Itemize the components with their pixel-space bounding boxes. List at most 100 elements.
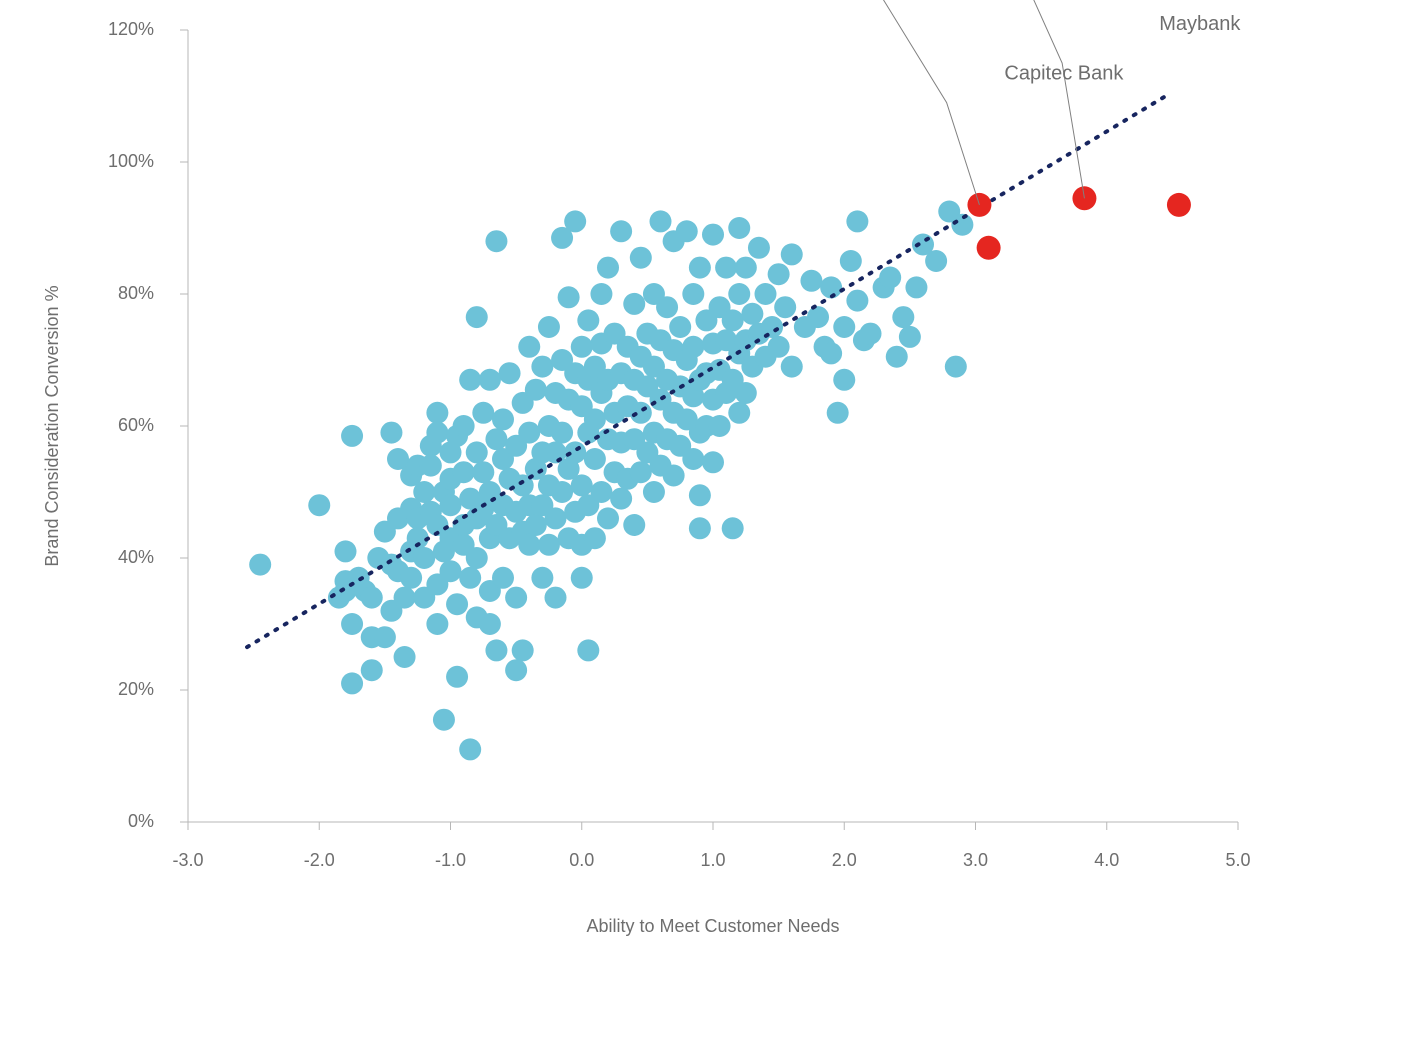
- data-point: [781, 356, 803, 378]
- data-point: [472, 402, 494, 424]
- data-point: [380, 422, 402, 444]
- data-point: [446, 666, 468, 688]
- data-point: [899, 326, 921, 348]
- data-point: [518, 336, 540, 358]
- data-point: [702, 451, 724, 473]
- data-point: [846, 210, 868, 232]
- y-axis-title: Brand Consideration Conversion %: [42, 285, 62, 566]
- data-point: [466, 306, 488, 328]
- data-point: [650, 210, 672, 232]
- y-tick-label: 120%: [108, 19, 154, 39]
- data-point: [538, 534, 560, 556]
- data-point: [860, 323, 882, 345]
- data-point: [426, 422, 448, 444]
- data-point: [945, 356, 967, 378]
- data-point: [610, 488, 632, 510]
- data-point: [623, 514, 645, 536]
- data-point: [564, 210, 586, 232]
- data-point: [630, 402, 652, 424]
- data-point: [584, 527, 606, 549]
- data-point: [446, 593, 468, 615]
- data-point: [440, 560, 462, 582]
- data-point: [748, 237, 770, 259]
- data-point: [361, 659, 383, 681]
- data-point: [807, 306, 829, 328]
- x-tick-label: 4.0: [1094, 850, 1119, 870]
- data-point: [551, 481, 573, 503]
- data-point: [669, 316, 691, 338]
- data-point: [459, 567, 481, 589]
- data-point: [525, 514, 547, 536]
- data-point: [768, 336, 790, 358]
- data-point: [597, 507, 619, 529]
- data-point: [485, 639, 507, 661]
- data-point: [597, 257, 619, 279]
- data-point: [768, 263, 790, 285]
- data-point: [735, 382, 757, 404]
- x-tick-label: 5.0: [1225, 850, 1250, 870]
- data-point: [413, 547, 435, 569]
- y-tick-label: 0%: [128, 811, 154, 831]
- data-point: [459, 369, 481, 391]
- x-tick-label: 1.0: [700, 850, 725, 870]
- data-point: [479, 369, 501, 391]
- data-point: [879, 267, 901, 289]
- data-point: [531, 356, 553, 378]
- data-point: [341, 672, 363, 694]
- data-point: [590, 283, 612, 305]
- data-point: [689, 257, 711, 279]
- data-point: [505, 587, 527, 609]
- data-point: [472, 461, 494, 483]
- data-point: [610, 220, 632, 242]
- y-tick-label: 20%: [118, 679, 154, 699]
- data-point: [485, 428, 507, 450]
- data-point: [433, 709, 455, 731]
- y-tick-label: 80%: [118, 283, 154, 303]
- data-point: [656, 296, 678, 318]
- x-tick-label: -2.0: [304, 850, 335, 870]
- data-point: [577, 309, 599, 331]
- data-point: [492, 408, 514, 430]
- x-tick-label: -1.0: [435, 850, 466, 870]
- data-point: [545, 507, 567, 529]
- callout-label-maybank: Maybank: [1159, 13, 1241, 35]
- data-point: [426, 402, 448, 424]
- data-point: [545, 587, 567, 609]
- data-point: [531, 567, 553, 589]
- data-point: [682, 283, 704, 305]
- data-point: [741, 303, 763, 325]
- data-point: [453, 461, 475, 483]
- data-point: [702, 224, 724, 246]
- data-point: [499, 362, 521, 384]
- data-point: [755, 283, 777, 305]
- y-tick-label: 40%: [118, 547, 154, 567]
- data-point: [689, 484, 711, 506]
- data-point: [728, 402, 750, 424]
- data-point: [800, 270, 822, 292]
- highlight-point-maybank: [1167, 193, 1191, 217]
- data-point: [551, 422, 573, 444]
- data-point: [571, 336, 593, 358]
- data-point: [925, 250, 947, 272]
- data-point: [840, 250, 862, 272]
- data-point: [676, 220, 698, 242]
- data-point: [518, 534, 540, 556]
- data-point: [584, 408, 606, 430]
- data-point: [781, 243, 803, 265]
- data-point: [735, 257, 757, 279]
- data-point: [663, 465, 685, 487]
- data-point: [394, 646, 416, 668]
- chart-svg: 0%20%40%60%80%100%120%-3.0-2.0-1.00.01.0…: [0, 0, 1414, 1042]
- data-point: [820, 342, 842, 364]
- data-point: [623, 293, 645, 315]
- data-point: [833, 369, 855, 391]
- data-point: [682, 336, 704, 358]
- callout-label-capitec: Capitec Bank: [1004, 63, 1124, 85]
- y-tick-label: 60%: [118, 415, 154, 435]
- x-tick-label: 3.0: [963, 850, 988, 870]
- data-point: [512, 639, 534, 661]
- data-point: [466, 441, 488, 463]
- data-point: [400, 567, 422, 589]
- x-tick-label: 0.0: [569, 850, 594, 870]
- data-point: [459, 738, 481, 760]
